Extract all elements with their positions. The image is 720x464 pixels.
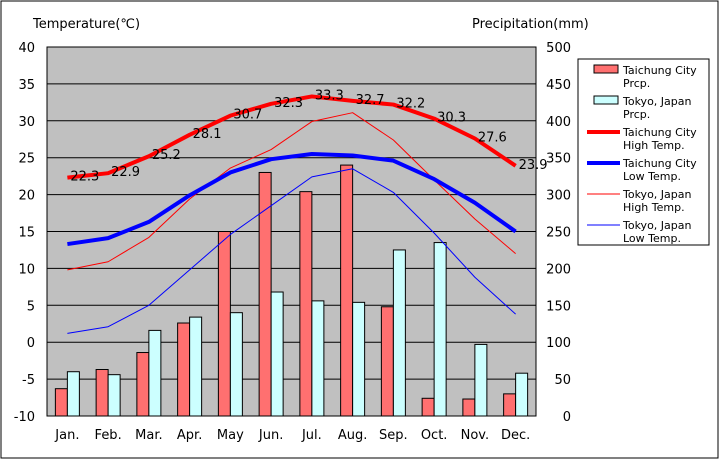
bar <box>177 322 191 417</box>
legend-label: Tokyo, Japan <box>622 95 691 108</box>
left-tick-label: 30 <box>18 115 35 130</box>
axes: Temperature(℃) Precipitation(mm) -10 -5 0 5… <box>14 17 589 443</box>
bar <box>421 397 435 417</box>
legend-label: Taichung City <box>622 126 697 139</box>
left-tick-label: 20 <box>18 189 35 204</box>
legend-label: Low Temp. <box>623 170 681 183</box>
legend-label: Tokyo, Japan <box>622 188 691 201</box>
right-tick-label: 300 <box>546 189 571 204</box>
bar <box>148 329 162 417</box>
bar <box>515 372 529 417</box>
line-series-path <box>67 112 516 271</box>
bar-series <box>54 164 529 417</box>
left-tick-label: -5 <box>22 373 35 388</box>
bar <box>433 242 447 417</box>
data-label: 27.6 <box>478 131 507 146</box>
left-tick-label: 40 <box>18 41 35 56</box>
left-tick-label: 35 <box>18 78 35 93</box>
legend-label: Low Temp. <box>623 232 681 245</box>
bar <box>462 398 476 417</box>
bar <box>66 371 80 417</box>
x-tick-label: Dec. <box>501 428 530 443</box>
legend-label: Taichung City <box>622 157 697 170</box>
bar <box>217 231 231 417</box>
bar <box>474 343 488 417</box>
data-label: 33.3 <box>315 88 344 103</box>
x-tick-label: Feb. <box>95 428 122 443</box>
legend-label: High Temp. <box>623 201 685 214</box>
bar <box>299 191 313 417</box>
data-label: 32.7 <box>356 93 385 108</box>
x-tick-label: Jan. <box>54 428 79 443</box>
x-tick-label: Oct. <box>421 428 448 443</box>
left-tick-label: -10 <box>14 410 35 425</box>
bar <box>107 374 121 417</box>
bar <box>95 369 109 417</box>
left-tick-label: 25 <box>18 152 35 167</box>
x-tick-label: Sep. <box>379 428 408 443</box>
right-tick-label: 0 <box>563 410 571 425</box>
x-tick-label: Nov. <box>461 428 490 443</box>
bar <box>340 164 354 417</box>
left-tick-label: 10 <box>18 262 35 277</box>
x-tick-label: Apr. <box>177 428 202 443</box>
x-tick-label: Jul. <box>301 428 322 443</box>
x-tick-label: Mar. <box>135 428 162 443</box>
data-label: 30.7 <box>233 108 262 123</box>
line-series <box>67 94 517 334</box>
data-label: 22.3 <box>70 170 99 185</box>
legend-label: High Temp. <box>623 139 685 152</box>
bar <box>503 393 517 417</box>
left-tick-label: 5 <box>27 299 35 314</box>
legend-label: Taichung City <box>622 64 697 77</box>
data-label: 32.3 <box>274 96 303 111</box>
line-series-path <box>67 152 517 247</box>
right-tick-label: 50 <box>554 373 571 388</box>
x-tick-label: Aug. <box>338 428 368 443</box>
right-tick-label: 250 <box>546 226 571 241</box>
data-label: 25.2 <box>152 148 181 163</box>
right-tick-label: 200 <box>546 262 571 277</box>
line-series-path <box>67 168 516 334</box>
left-tick-label: 0 <box>27 336 35 351</box>
data-labels: 22.3 22.9 25.2 28.1 30.7 32.3 33.3 32.7 32.2 30.3… <box>70 88 547 184</box>
bar <box>270 291 284 417</box>
legend-label: Prcp. <box>623 77 650 90</box>
bar <box>229 312 243 417</box>
bar <box>189 316 203 417</box>
right-tick-label: 100 <box>546 336 571 351</box>
bar <box>311 300 325 417</box>
data-label: 22.9 <box>111 165 140 180</box>
legend-swatch <box>593 64 619 74</box>
legend-swatch <box>593 95 619 105</box>
bar <box>352 301 366 417</box>
right-axis-title: Precipitation(mm) <box>472 17 589 32</box>
legend-label: Tokyo, Japan <box>622 219 691 232</box>
data-label: 28.1 <box>193 127 222 142</box>
right-tick-label: 450 <box>546 78 571 93</box>
x-tick-label: Jun. <box>258 428 283 443</box>
bar <box>392 249 406 417</box>
left-axis-title: Temperature(℃) <box>32 17 140 32</box>
bar <box>258 171 272 417</box>
line-series-path <box>67 94 517 180</box>
bar <box>380 306 394 417</box>
data-label: 23.9 <box>519 158 548 173</box>
right-tick-label: 150 <box>546 299 571 314</box>
left-tick-label: 15 <box>18 226 35 241</box>
right-tick-label: 500 <box>546 41 571 56</box>
x-tick-label: May <box>217 428 244 443</box>
right-tick-label: 400 <box>546 115 571 130</box>
bar <box>54 388 68 417</box>
data-label: 30.3 <box>437 111 466 126</box>
data-label: 32.2 <box>396 97 425 112</box>
legend-box <box>577 58 710 246</box>
legend-label: Prcp. <box>623 108 650 121</box>
right-tick-label: 350 <box>546 152 571 167</box>
bar <box>136 352 150 417</box>
